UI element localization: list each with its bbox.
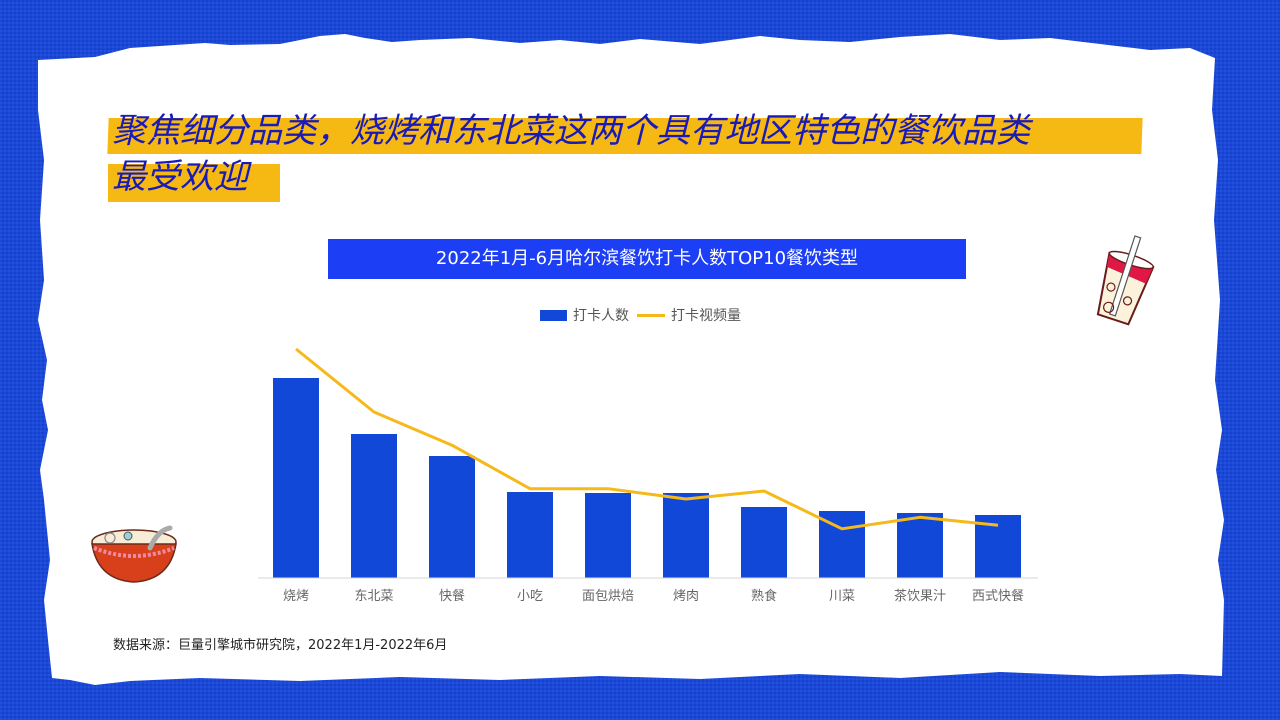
- bar: [507, 492, 553, 578]
- bar: [663, 493, 709, 578]
- chart-title: 2022年1月-6月哈尔滨餐饮打卡人数TOP10餐饮类型: [435, 248, 859, 269]
- bar: [585, 493, 631, 578]
- chart-legend: 打卡人数 打卡视频量: [540, 305, 741, 325]
- bar: [975, 515, 1021, 578]
- title-highlight-line2: [108, 164, 280, 202]
- legend-line-swatch: [637, 313, 665, 317]
- drink-cup-icon: [1096, 235, 1155, 326]
- x-axis-label: 小吃: [517, 588, 543, 604]
- legend-bar-swatch: [540, 309, 567, 321]
- bar: [351, 434, 397, 578]
- noodle-bowl-icon: [91, 525, 177, 583]
- x-axis-label: 茶饮果汁: [894, 588, 946, 604]
- chart-title-banner: [328, 239, 966, 279]
- x-axis-label: 西式快餐: [972, 588, 1024, 604]
- x-axis-label: 烧烤: [283, 589, 309, 604]
- bar: [429, 456, 475, 578]
- x-axis-label: 川菜: [829, 589, 855, 604]
- x-axis-label: 面包烘焙: [582, 589, 634, 604]
- bar-series: [273, 378, 1021, 578]
- line-series: [295, 347, 999, 531]
- title-line-2: 最受欢迎: [112, 157, 248, 197]
- x-axis-labels: 烧烤 东北菜 快餐 小吃 面包烘焙 烤肉 熟食 川菜 茶饮果汁 西式快餐: [283, 588, 1024, 604]
- legend-line-label: 打卡视频量: [671, 308, 741, 324]
- bar: [273, 378, 319, 578]
- x-axis-label: 东北菜: [354, 589, 393, 604]
- bar: [897, 513, 943, 578]
- bar: [741, 507, 787, 578]
- page-title: 聚焦细分品类，烧烤和东北菜这两个具有地区特色的餐饮品类 最受欢迎: [112, 108, 1152, 200]
- x-axis-label: 烤肉: [673, 589, 699, 604]
- x-axis-label: 快餐: [439, 588, 465, 604]
- data-source-note: 数据来源：巨量引擎城市研究院，2022年1月-2022年6月: [113, 638, 448, 653]
- legend-bar-label: 打卡人数: [573, 308, 629, 324]
- title-line-1: 聚焦细分品类，烧烤和东北菜这两个具有地区特色的餐饮品类: [112, 111, 1030, 151]
- x-axis-label: 熟食: [751, 588, 777, 604]
